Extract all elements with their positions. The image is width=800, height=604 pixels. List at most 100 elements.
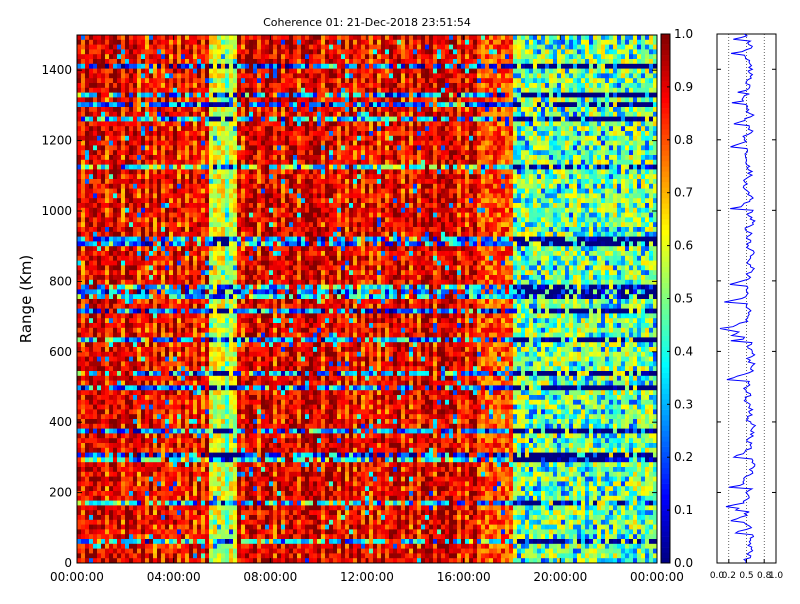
heatmap-cell bbox=[257, 68, 262, 74]
heatmap-cell bbox=[173, 476, 178, 482]
heatmap-cell bbox=[253, 121, 258, 127]
heatmap-cell bbox=[221, 356, 226, 362]
heatmap-cell bbox=[225, 452, 230, 458]
heatmap-cell bbox=[241, 558, 246, 564]
heatmap-cell bbox=[149, 35, 154, 41]
heatmap-cell bbox=[117, 284, 122, 290]
heatmap-cell bbox=[237, 380, 242, 386]
heatmap-cell bbox=[181, 371, 186, 377]
heatmap-cell bbox=[201, 222, 206, 228]
heatmap-cell bbox=[129, 121, 134, 127]
heatmap-cell bbox=[117, 150, 122, 156]
heatmap-cell bbox=[197, 174, 202, 180]
heatmap-cell bbox=[81, 212, 86, 218]
heatmap-cell bbox=[125, 409, 130, 415]
heatmap-cell bbox=[201, 54, 206, 60]
heatmap-cell bbox=[213, 275, 218, 281]
heatmap-cell bbox=[209, 414, 214, 420]
heatmap-cell bbox=[133, 539, 138, 545]
heatmap-cell bbox=[93, 140, 98, 146]
heatmap-cell bbox=[181, 390, 186, 396]
heatmap-cell bbox=[117, 145, 122, 151]
heatmap-cell bbox=[185, 299, 190, 305]
heatmap-cell bbox=[237, 270, 242, 276]
heatmap-cell bbox=[157, 227, 162, 233]
heatmap-cell bbox=[173, 212, 178, 218]
heatmap-cell bbox=[245, 399, 250, 405]
heatmap-cell bbox=[241, 515, 246, 521]
heatmap-cell bbox=[113, 222, 118, 228]
heatmap-cell bbox=[177, 347, 182, 353]
heatmap-cell bbox=[241, 351, 246, 357]
heatmap-cell bbox=[181, 524, 186, 530]
heatmap-cell bbox=[213, 399, 218, 405]
heatmap-cell bbox=[153, 150, 158, 156]
heatmap-cell bbox=[241, 529, 246, 535]
heatmap-cell bbox=[221, 395, 226, 401]
heatmap-cell bbox=[245, 476, 250, 482]
heatmap-cell bbox=[125, 351, 130, 357]
heatmap-cell bbox=[221, 78, 226, 84]
heatmap-cell bbox=[125, 303, 130, 309]
heatmap-cell bbox=[97, 467, 102, 473]
heatmap-cell bbox=[105, 44, 110, 50]
heatmap-cell bbox=[213, 231, 218, 237]
heatmap-cell bbox=[129, 390, 134, 396]
heatmap-cell bbox=[81, 174, 86, 180]
heatmap-cell bbox=[153, 87, 158, 93]
heatmap-cell bbox=[89, 73, 94, 79]
heatmap-cell bbox=[173, 131, 178, 137]
heatmap-cell bbox=[157, 255, 162, 261]
heatmap-cell bbox=[209, 279, 214, 285]
heatmap-cell bbox=[229, 44, 234, 50]
heatmap-cell bbox=[153, 375, 158, 381]
heatmap-cell bbox=[221, 236, 226, 242]
heatmap-cell bbox=[213, 481, 218, 487]
heatmap-cell bbox=[81, 347, 86, 353]
heatmap-cell bbox=[89, 145, 94, 151]
heatmap-cell bbox=[253, 279, 258, 285]
heatmap-cell bbox=[153, 476, 158, 482]
heatmap-cell bbox=[201, 270, 206, 276]
heatmap-cell bbox=[97, 351, 102, 357]
heatmap-cell bbox=[125, 385, 130, 391]
heatmap-cell bbox=[257, 164, 262, 170]
heatmap-cell bbox=[117, 83, 122, 89]
heatmap-cell bbox=[77, 395, 82, 401]
heatmap-cell bbox=[137, 49, 142, 55]
heatmap-cell bbox=[213, 265, 218, 271]
heatmap-cell bbox=[145, 159, 150, 165]
heatmap-cell bbox=[225, 380, 230, 386]
heatmap-cell bbox=[89, 260, 94, 266]
heatmap-cell bbox=[249, 462, 254, 468]
heatmap-cell bbox=[129, 107, 134, 113]
heatmap-cell bbox=[249, 140, 254, 146]
heatmap-cell bbox=[221, 471, 226, 477]
heatmap-cell bbox=[253, 78, 258, 84]
heatmap-cell bbox=[217, 294, 222, 300]
heatmap-cell bbox=[97, 275, 102, 281]
heatmap-cell bbox=[181, 457, 186, 463]
heatmap-cell bbox=[201, 203, 206, 209]
heatmap-cell bbox=[169, 145, 174, 151]
heatmap-cell bbox=[105, 323, 110, 329]
heatmap-cell bbox=[85, 428, 90, 434]
heatmap-cell bbox=[197, 78, 202, 84]
heatmap-cell bbox=[161, 486, 166, 492]
heatmap-cell bbox=[213, 126, 218, 132]
heatmap-cell bbox=[129, 467, 134, 473]
heatmap-cell bbox=[113, 467, 118, 473]
heatmap-cell bbox=[233, 260, 238, 266]
heatmap-cell bbox=[117, 207, 122, 213]
heatmap-cell bbox=[157, 198, 162, 204]
heatmap-cell bbox=[121, 251, 126, 257]
heatmap-cell bbox=[93, 419, 98, 425]
heatmap-cell bbox=[245, 347, 250, 353]
heatmap-cell bbox=[81, 193, 86, 199]
heatmap-cell bbox=[81, 265, 86, 271]
heatmap-cell bbox=[169, 73, 174, 79]
heatmap-cell bbox=[249, 212, 254, 218]
heatmap-cell bbox=[177, 212, 182, 218]
heatmap-cell bbox=[245, 131, 250, 137]
heatmap-cell bbox=[229, 150, 234, 156]
